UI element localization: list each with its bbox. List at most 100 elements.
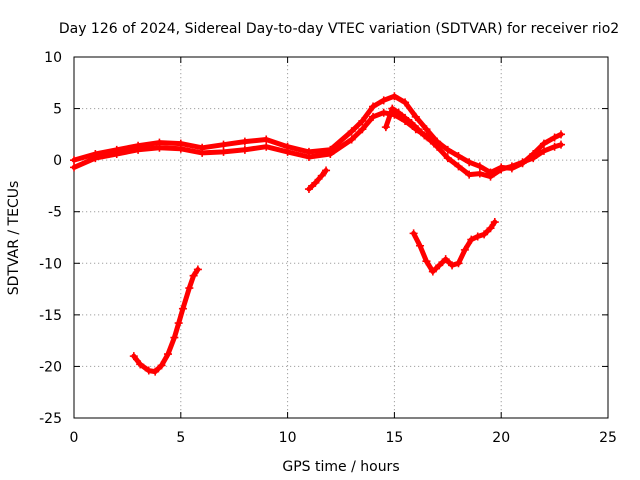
data-point [185, 284, 194, 293]
data-point [262, 135, 271, 144]
data-point [422, 257, 431, 266]
series-line [131, 267, 201, 375]
data-point [174, 319, 183, 328]
data-point [163, 350, 172, 359]
data-point [347, 135, 356, 144]
data-point [465, 158, 474, 167]
data-point [151, 367, 160, 376]
chart-title: Day 126 of 2024, Sidereal Day-to-day VTE… [59, 21, 619, 37]
data-point [198, 148, 207, 157]
data-point [407, 119, 416, 128]
y-tick-label: 5 [53, 102, 62, 118]
data-point [394, 108, 403, 117]
data-point [326, 149, 335, 158]
data-point [448, 261, 457, 270]
series-segment-16h-to-20h [409, 218, 499, 276]
data-point [157, 361, 166, 370]
plot-frame [73, 56, 609, 419]
data-point [443, 154, 452, 163]
data-point [193, 265, 202, 274]
data-point [134, 145, 143, 154]
data-point [129, 352, 138, 361]
data-point [304, 185, 313, 194]
series-segment-3h-to-6h [129, 265, 202, 376]
data-point [550, 142, 559, 151]
data-point [178, 304, 187, 313]
x-tick-label: 20 [492, 430, 510, 446]
grid-lines [74, 57, 608, 418]
data-point [411, 112, 420, 121]
series-arc-15-to-16 [381, 104, 442, 149]
data-point [441, 255, 450, 264]
data-point [176, 144, 185, 153]
data-point [409, 229, 418, 238]
data-point [70, 163, 78, 172]
data-point [486, 172, 495, 181]
data-point [304, 153, 313, 162]
y-axis-label: SDTVAR / TECUs [6, 181, 22, 296]
data-point [240, 145, 249, 154]
data-series [70, 92, 566, 376]
data-point [219, 140, 228, 149]
y-tick-label: -5 [48, 205, 62, 221]
x-tick-label: 0 [70, 430, 79, 446]
data-point [401, 98, 410, 107]
data-point [454, 162, 463, 171]
data-point [539, 146, 548, 155]
y-tick-label: 10 [44, 50, 62, 66]
data-point [473, 232, 482, 241]
x-tick-label: 15 [385, 430, 403, 446]
data-point [550, 133, 559, 142]
data-point [416, 241, 425, 250]
x-axis-label: GPS time / hours [282, 459, 399, 475]
y-tick-label: -10 [39, 256, 62, 272]
data-point [497, 165, 506, 174]
data-point [518, 158, 527, 167]
data-point [557, 130, 566, 139]
data-point [529, 154, 538, 163]
data-point [467, 235, 476, 244]
data-point [112, 149, 121, 158]
x-tick-label: 10 [279, 430, 297, 446]
data-point [539, 139, 548, 148]
series-segment-near-11h [304, 166, 331, 194]
data-point [283, 147, 292, 156]
data-point [435, 261, 444, 270]
data-point [426, 136, 435, 145]
x-tick-label: 5 [176, 430, 185, 446]
data-point [486, 224, 495, 233]
data-point [465, 170, 474, 179]
data-point [475, 169, 484, 178]
data-point [454, 152, 463, 161]
data-point [507, 162, 516, 171]
data-point [413, 125, 422, 134]
data-point [358, 116, 367, 125]
data-point [144, 366, 153, 375]
data-point [91, 154, 100, 163]
data-point [136, 360, 145, 369]
data-point [480, 230, 489, 239]
data-point [369, 112, 378, 121]
x-tick-label: 25 [599, 430, 617, 446]
y-tick-label: -25 [39, 411, 62, 427]
data-point [219, 147, 228, 156]
data-point [475, 162, 484, 171]
data-point [155, 143, 164, 152]
data-point [70, 156, 78, 165]
axis-ticks: 0 5 10 15 20 25 -25 -20 -15 -10 -5 0 5 10 [39, 50, 617, 446]
data-point [420, 131, 429, 140]
data-point [557, 140, 566, 149]
series-line [306, 168, 329, 192]
data-point [379, 96, 388, 105]
data-point [262, 142, 271, 151]
data-point [189, 271, 198, 280]
data-point [428, 267, 437, 276]
data-point [460, 245, 469, 254]
data-point [422, 125, 431, 134]
series-main-track-upper [70, 92, 566, 177]
series-line [71, 93, 564, 175]
data-point [379, 108, 388, 117]
y-tick-label: -15 [39, 308, 62, 324]
data-point [433, 140, 442, 149]
